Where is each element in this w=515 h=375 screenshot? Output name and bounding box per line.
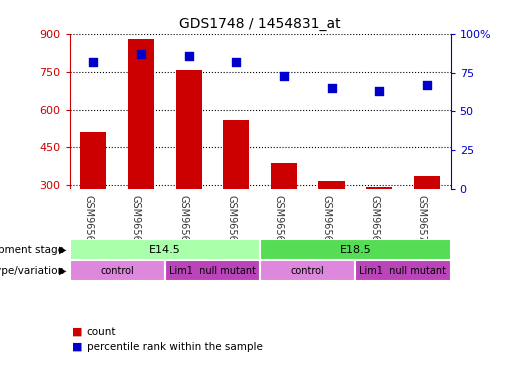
- Point: [184, 53, 193, 58]
- Text: ■: ■: [72, 327, 82, 337]
- Bar: [223, 120, 249, 189]
- Point: [89, 59, 97, 65]
- Text: ▶: ▶: [59, 244, 67, 255]
- Point: [232, 59, 241, 65]
- Bar: [128, 39, 154, 189]
- Text: ■: ■: [72, 342, 82, 352]
- Text: GSM96568: GSM96568: [321, 195, 332, 248]
- Title: GDS1748 / 1454831_at: GDS1748 / 1454831_at: [179, 17, 341, 32]
- Text: GSM96563: GSM96563: [83, 195, 93, 248]
- Text: E18.5: E18.5: [339, 244, 371, 255]
- Point: [137, 51, 145, 57]
- Bar: [260, 239, 451, 260]
- Text: genotype/variation: genotype/variation: [0, 266, 64, 276]
- Text: development stage: development stage: [0, 244, 64, 255]
- Text: Lim1  null mutant: Lim1 null mutant: [169, 266, 256, 276]
- Text: count: count: [87, 327, 116, 337]
- Bar: [271, 163, 297, 189]
- Bar: [70, 260, 165, 281]
- Text: ▶: ▶: [59, 266, 67, 276]
- Text: GSM96570: GSM96570: [417, 195, 427, 248]
- Point: [423, 82, 431, 88]
- Bar: [366, 187, 392, 189]
- Text: Lim1  null mutant: Lim1 null mutant: [359, 266, 447, 276]
- Text: GSM96569: GSM96569: [369, 195, 379, 248]
- Bar: [165, 260, 260, 281]
- Text: GSM96567: GSM96567: [274, 195, 284, 248]
- Text: control: control: [291, 266, 324, 276]
- Text: GSM96565: GSM96565: [179, 195, 188, 248]
- Text: percentile rank within the sample: percentile rank within the sample: [87, 342, 263, 352]
- Bar: [80, 132, 107, 189]
- Point: [375, 88, 383, 94]
- Text: control: control: [100, 266, 134, 276]
- Bar: [260, 260, 355, 281]
- Bar: [414, 176, 440, 189]
- Text: GSM96566: GSM96566: [226, 195, 236, 248]
- Text: GSM96564: GSM96564: [131, 195, 141, 248]
- Text: E14.5: E14.5: [149, 244, 181, 255]
- Point: [280, 73, 288, 79]
- Bar: [176, 70, 202, 189]
- Bar: [355, 260, 451, 281]
- Point: [328, 85, 336, 91]
- Bar: [70, 239, 260, 260]
- Bar: [318, 181, 345, 189]
